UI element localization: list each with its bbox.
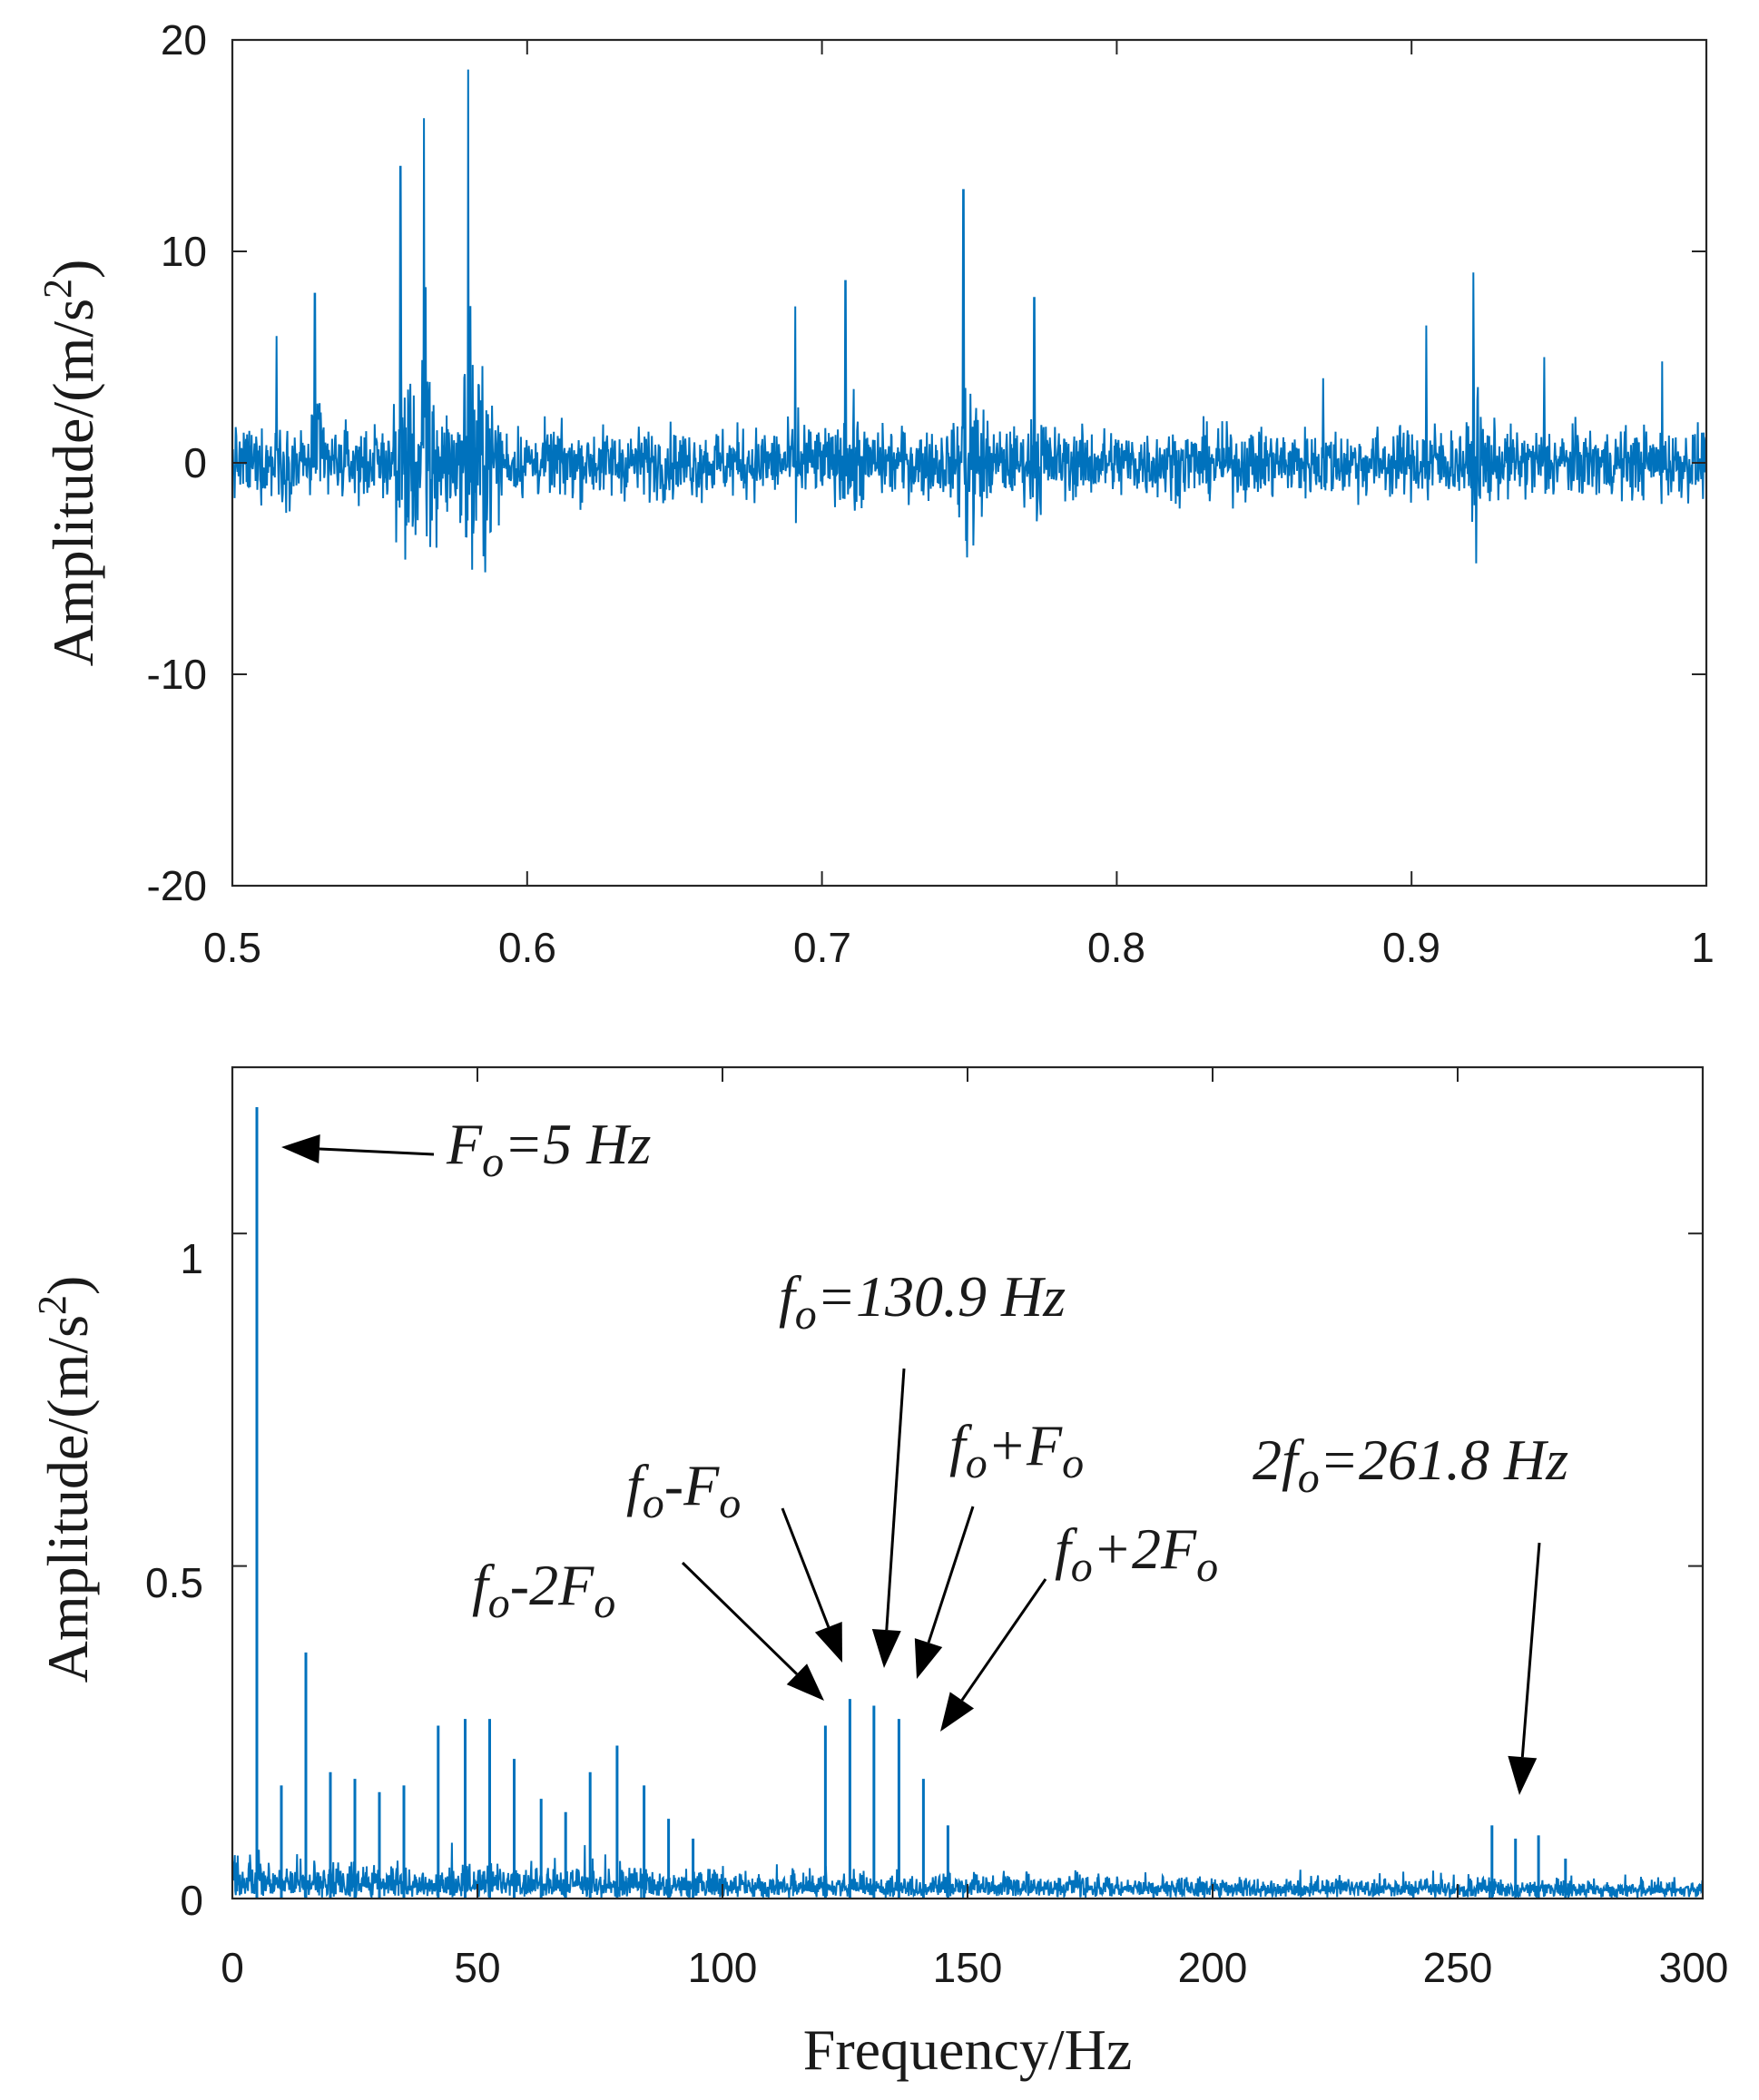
spectrum-y-tick-label: 0.5 bbox=[145, 1559, 203, 1606]
time-y-axis-label: Amplitude/(m/s2) bbox=[35, 260, 105, 667]
time-y-tick-labels: -20 -10 0 10 20 bbox=[147, 16, 207, 909]
annotation-arrow-head bbox=[281, 1134, 320, 1163]
annotation-arrows bbox=[281, 1134, 1541, 1795]
annotation-arrow-shaft bbox=[927, 1506, 975, 1644]
annotation-2fo: 2fo=261.8 Hz bbox=[1253, 1428, 1568, 1502]
envelope-spectrum-chart: 0 50 100 150 200 250 300 0 0.5 1 Amplitu… bbox=[30, 1065, 1728, 2082]
spectrum-axis-ticks bbox=[231, 1067, 1704, 1899]
spectrum-x-tick-label: 150 bbox=[933, 1944, 1003, 1991]
time-y-tick-label: 20 bbox=[161, 16, 207, 64]
time-x-tick-label: 0.8 bbox=[1087, 924, 1145, 971]
annotation-arrow-shaft bbox=[781, 1507, 830, 1628]
spectrum-y-tick-labels: 0 0.5 1 bbox=[145, 1235, 203, 1924]
annotation-arrow-head bbox=[914, 1638, 943, 1679]
time-x-tick-label: 0.9 bbox=[1382, 924, 1440, 971]
spectrum-y-tick-label: 0 bbox=[180, 1877, 203, 1924]
spectrum-x-axis-label: Frequency/Hz bbox=[803, 2017, 1133, 2082]
time-domain-chart: 0.5 0.6 0.7 0.8 0.9 1 -20 -10 0 10 20 Am… bbox=[35, 16, 1715, 971]
annotation-arrow-shaft bbox=[960, 1578, 1047, 1702]
annotation-arrow-head bbox=[786, 1663, 824, 1701]
annotation-arrow-shaft bbox=[319, 1147, 435, 1156]
annotation-arrow-head bbox=[814, 1622, 842, 1663]
annotation-arrow-head bbox=[1508, 1755, 1538, 1795]
annotation-arrow-shaft bbox=[681, 1561, 798, 1675]
spectrum-x-tick-label: 50 bbox=[454, 1944, 500, 1991]
time-x-tick-labels: 0.5 0.6 0.7 0.8 0.9 1 bbox=[203, 924, 1715, 971]
annotation-arrow-shaft bbox=[1520, 1542, 1541, 1758]
spectrum-y-tick-label: 1 bbox=[180, 1235, 203, 1282]
annotation-fo-minus-2Fo: fo-2Fo bbox=[472, 1553, 615, 1627]
annotation-arrow-head bbox=[871, 1629, 901, 1668]
spectrum-x-tick-label: 200 bbox=[1178, 1944, 1248, 1991]
annotation-Fo: Fo=5 Hz bbox=[446, 1112, 652, 1186]
annotation-fo: fo=130.9 Hz bbox=[779, 1264, 1066, 1339]
spectrum-x-tick-label: 300 bbox=[1659, 1944, 1729, 1991]
time-x-tick-label: 1 bbox=[1691, 924, 1715, 971]
time-y-tick-label: -20 bbox=[147, 862, 207, 909]
time-x-tick-label: 0.6 bbox=[498, 924, 556, 971]
annotation-fo-plus-2Fo: fo+2Fo bbox=[1055, 1516, 1218, 1591]
time-x-tick-label: 0.7 bbox=[793, 924, 851, 971]
spectrum-x-tick-label: 100 bbox=[688, 1944, 758, 1991]
time-axis-ticks bbox=[231, 39, 1707, 887]
annotation-arrow-head bbox=[940, 1692, 975, 1732]
spectrum-x-tick-labels: 0 50 100 150 200 250 300 bbox=[221, 1944, 1728, 1991]
annotation-arrow-shaft bbox=[885, 1368, 906, 1631]
annotation-fo-minus-Fo: fo-Fo bbox=[626, 1453, 741, 1527]
spectrum-y-axis-label: Amplitude/(m/s2) bbox=[30, 1276, 100, 1683]
spectrum-x-tick-label: 0 bbox=[221, 1944, 244, 1991]
time-x-tick-label: 0.5 bbox=[203, 924, 261, 971]
time-signal-series bbox=[231, 69, 1707, 573]
time-signal-line bbox=[231, 69, 1707, 573]
time-y-tick-label: -10 bbox=[147, 651, 207, 698]
spectrum-x-tick-label: 250 bbox=[1423, 1944, 1493, 1991]
time-y-tick-label: 10 bbox=[161, 228, 207, 275]
time-y-tick-label: 0 bbox=[183, 439, 207, 486]
